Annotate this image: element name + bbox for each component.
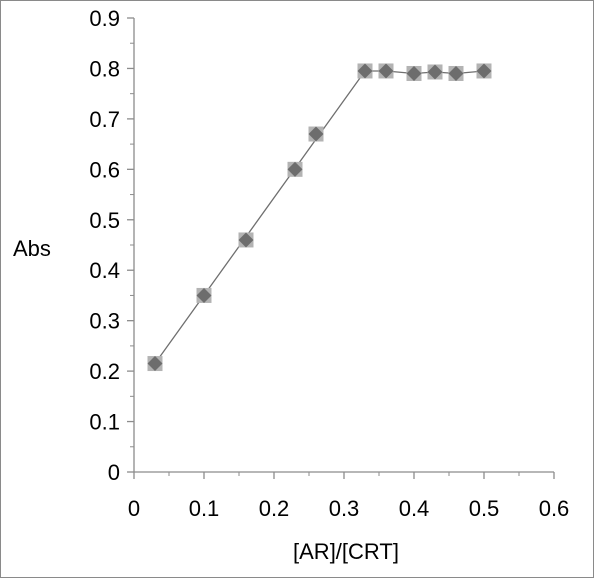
x-tick-label: 0.1 [189, 496, 220, 521]
x-tick-label: 0.5 [469, 496, 500, 521]
points-layer [147, 63, 492, 372]
y-tick-label: 0.4 [89, 258, 120, 283]
data-point [427, 64, 443, 80]
y-tick-label: 0 [108, 460, 120, 485]
x-tick-label: 0 [128, 496, 140, 521]
data-point-marker [476, 63, 492, 79]
series-line [154, 70, 485, 364]
data-point [287, 161, 303, 177]
data-point-marker [308, 126, 324, 142]
data-point [448, 65, 464, 81]
tick-labels-layer: 0 0.1 0.2 0.3 0.4 0.5 0.6 0.7 0.8 0.9 0 0.1 0.2 0.3 0.… [89, 6, 569, 521]
data-point-marker [448, 65, 464, 81]
y-tick-label: 0.2 [89, 359, 120, 384]
data-point [378, 63, 394, 79]
data-point-marker [147, 356, 163, 372]
data-point-marker [427, 64, 443, 80]
y-tick-label: 0.6 [89, 157, 120, 182]
data-point-marker [357, 63, 373, 79]
data-point [476, 63, 492, 79]
data-point-marker [406, 65, 422, 81]
data-point [196, 287, 212, 303]
y-tick-label: 0.3 [89, 309, 120, 334]
data-point [238, 232, 254, 248]
data-point-marker [378, 63, 394, 79]
x-tick-label: 0.3 [329, 496, 360, 521]
y-tick-label: 0.8 [89, 56, 120, 81]
x-tick-label: 0.4 [399, 496, 430, 521]
fit-line-layer [154, 70, 485, 364]
y-tick-label: 0.9 [89, 6, 120, 31]
data-point [406, 65, 422, 81]
y-tick-label: 0.5 [89, 208, 120, 233]
x-tick-label: 0.2 [259, 496, 290, 521]
data-point-marker [287, 161, 303, 177]
y-tick-label: 0.1 [89, 410, 120, 435]
data-point [357, 63, 373, 79]
y-axis-title: Abs [13, 236, 51, 261]
data-point-marker [196, 287, 212, 303]
axes-layer [127, 17, 555, 479]
x-axis-title: [AR]/[CRT] [293, 539, 399, 564]
data-point [308, 126, 324, 142]
data-point-marker [238, 232, 254, 248]
x-tick-label: 0.6 [539, 496, 570, 521]
y-tick-label: 0.7 [89, 107, 120, 132]
data-point [147, 356, 163, 372]
